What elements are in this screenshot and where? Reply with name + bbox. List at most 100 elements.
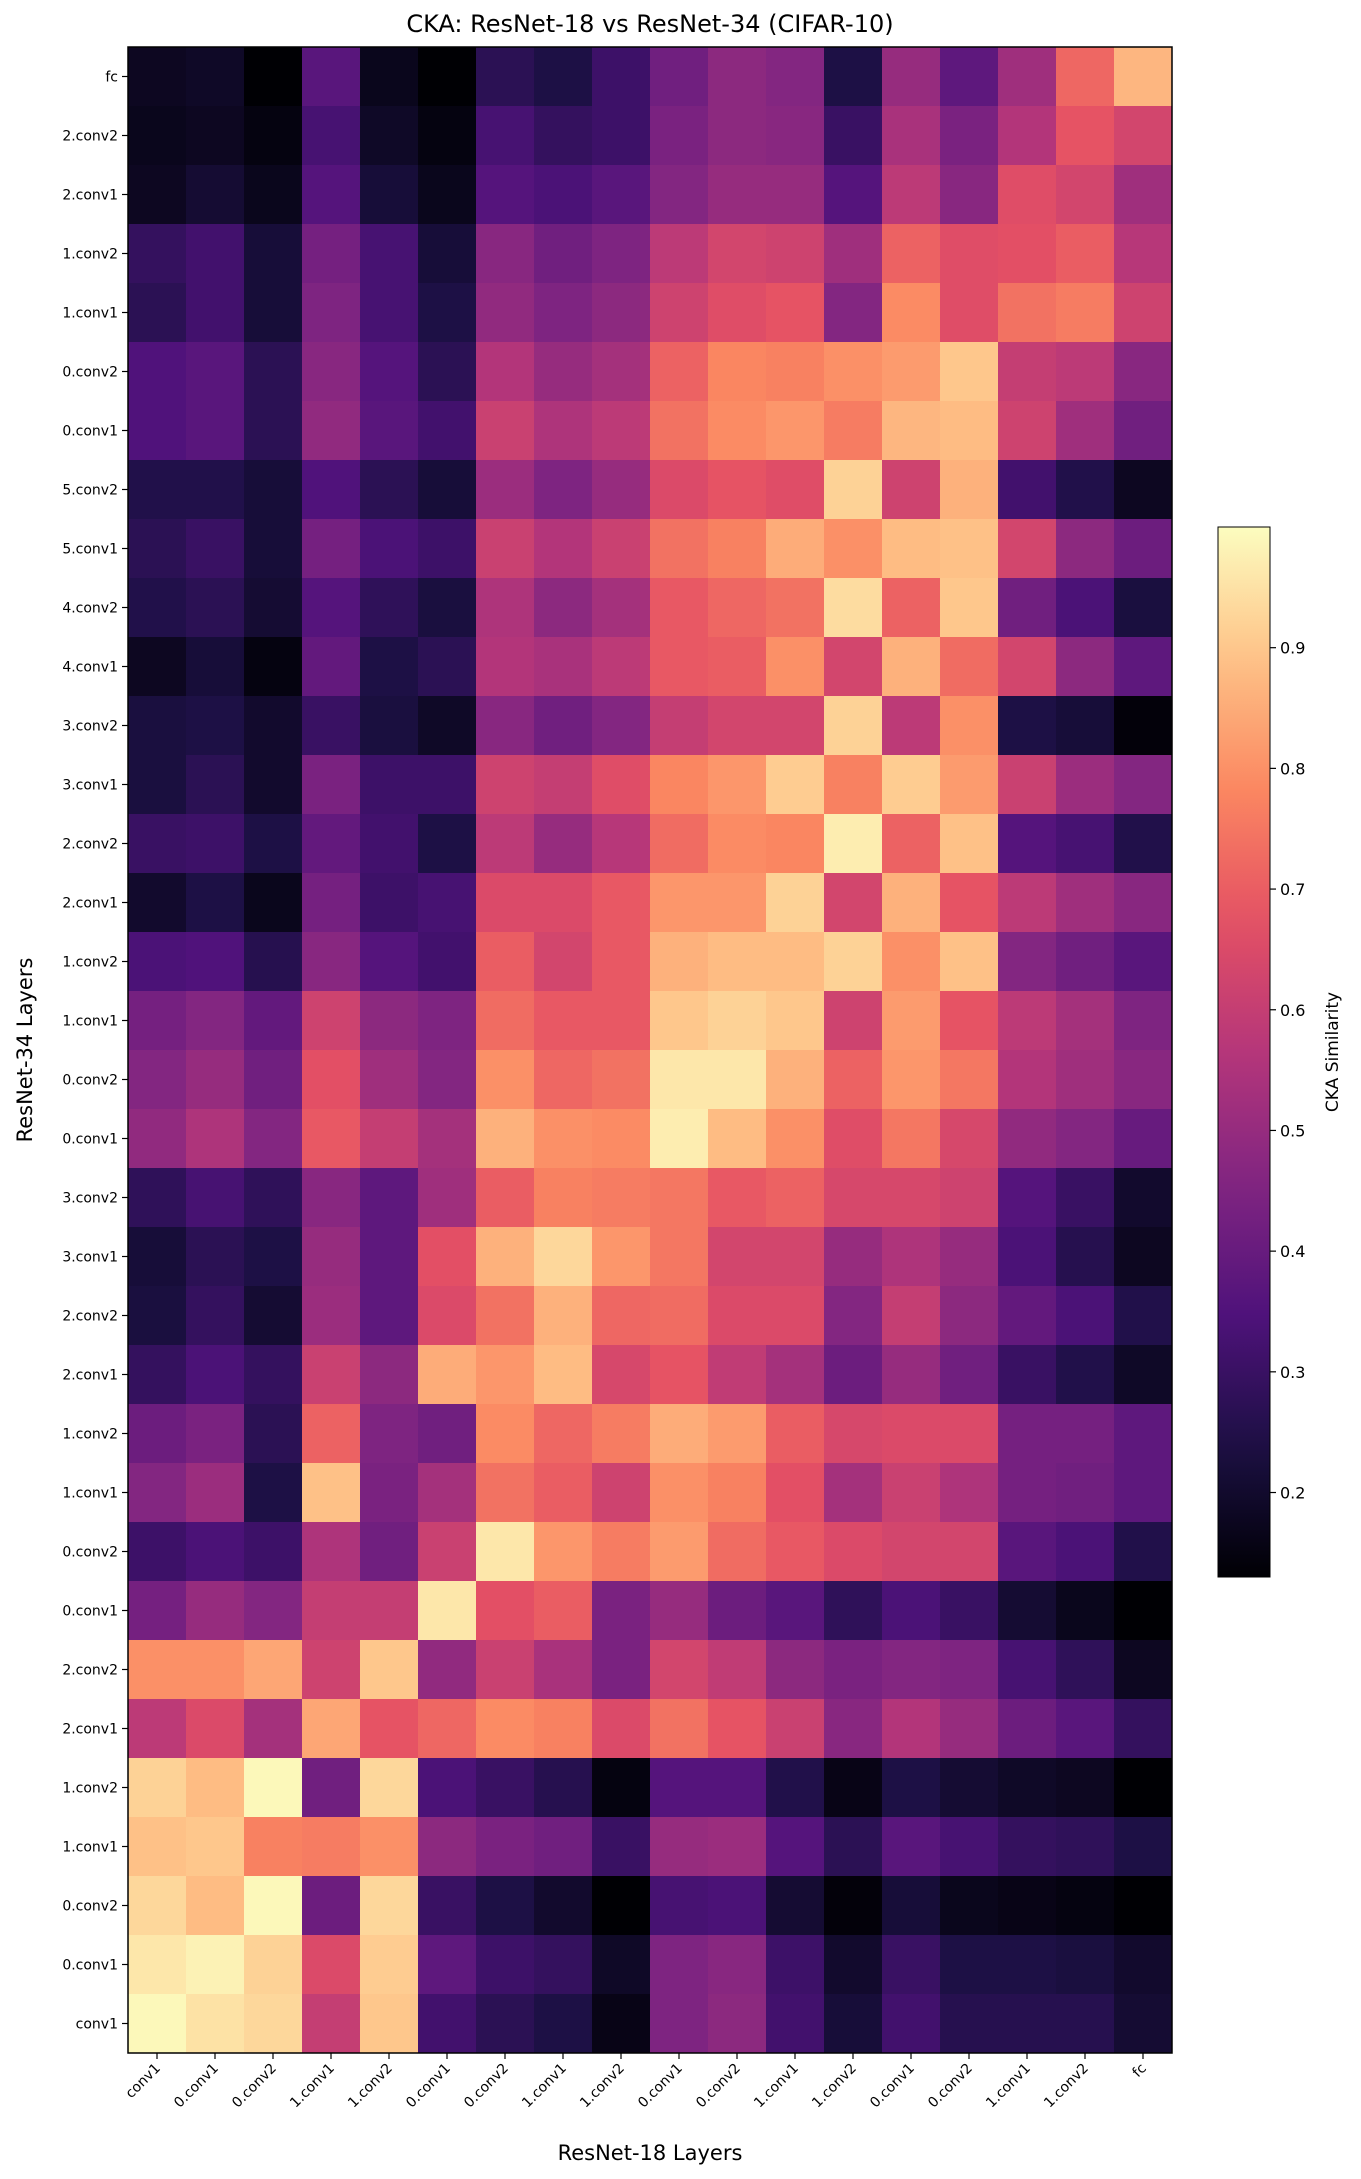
- heatmap-cell: [1056, 1876, 1115, 1936]
- heatmap-cell: [476, 1817, 535, 1877]
- heatmap-cell: [244, 1817, 303, 1877]
- heatmap-cell: [940, 1876, 999, 1936]
- heatmap-cell: [418, 991, 477, 1051]
- heatmap-cell: [302, 814, 361, 874]
- heatmap-cell: [534, 1817, 593, 1877]
- heatmap-cell: [650, 1935, 709, 1995]
- heatmap-cell: [360, 519, 419, 579]
- heatmap-cell: [940, 106, 999, 166]
- heatmap-cell: [476, 1404, 535, 1464]
- colorbar-label: CKA Similarity: [1323, 992, 1343, 1112]
- heatmap-cell: [824, 1994, 883, 2054]
- heatmap-cell: [708, 1050, 767, 1110]
- heatmap-cell: [360, 106, 419, 166]
- heatmap-cell: [186, 1935, 245, 1995]
- heatmap-cell: [998, 932, 1057, 992]
- x-tick-label: 0.conv2: [925, 2061, 976, 2112]
- heatmap-cell: [766, 1286, 825, 1346]
- heatmap-cell: [534, 1404, 593, 1464]
- heatmap-cell: [998, 1522, 1057, 1582]
- heatmap-cell: [882, 755, 941, 815]
- heatmap-cell: [650, 1817, 709, 1877]
- y-tick-label: 2.conv2: [62, 1309, 118, 1325]
- heatmap-cell: [244, 1994, 303, 2054]
- heatmap-cell: [476, 224, 535, 284]
- heatmap-cell: [998, 1345, 1057, 1405]
- heatmap-cell: [128, 519, 187, 579]
- heatmap-cell: [186, 696, 245, 756]
- heatmap-cell: [824, 1109, 883, 1169]
- heatmap-cell: [244, 991, 303, 1051]
- heatmap-cell: [360, 755, 419, 815]
- heatmap-cell: [592, 991, 651, 1051]
- heatmap-cell: [186, 1168, 245, 1228]
- heatmap-cell: [244, 342, 303, 402]
- heatmap-cell: [128, 578, 187, 638]
- heatmap-cell: [882, 578, 941, 638]
- heatmap-cell: [882, 1109, 941, 1169]
- y-tick-label: 3.conv2: [62, 719, 118, 735]
- heatmap-cell: [940, 1404, 999, 1464]
- heatmap-cell: [882, 460, 941, 520]
- heatmap-cell: [650, 1581, 709, 1641]
- heatmap-cell: [882, 47, 941, 107]
- y-tick-label: 1.conv2: [62, 1781, 118, 1797]
- heatmap-cell: [824, 1640, 883, 1700]
- heatmap-cell: [244, 401, 303, 461]
- heatmap-cell: [476, 991, 535, 1051]
- heatmap-cell: [824, 696, 883, 756]
- heatmap-cell: [708, 1522, 767, 1582]
- heatmap-cell: [998, 1817, 1057, 1877]
- heatmap-cell: [1056, 283, 1115, 343]
- heatmap-cell: [708, 47, 767, 107]
- heatmap-cell: [998, 519, 1057, 579]
- heatmap-cell: [940, 1817, 999, 1877]
- heatmap-cell: [998, 1109, 1057, 1169]
- heatmap-cell: [418, 519, 477, 579]
- heatmap-cell: [302, 1581, 361, 1641]
- heatmap-cell: [128, 283, 187, 343]
- heatmap-cell: [476, 1699, 535, 1759]
- heatmap-cell: [302, 47, 361, 107]
- heatmap-cell: [766, 106, 825, 166]
- heatmap-cell: [882, 1345, 941, 1405]
- heatmap-cell: [418, 696, 477, 756]
- y-tick-label: 3.conv1: [62, 1250, 118, 1266]
- heatmap-cell: [592, 342, 651, 402]
- heatmap-cell: [302, 873, 361, 933]
- heatmap-cell: [360, 1817, 419, 1877]
- y-tick-label: 0.conv2: [62, 1899, 118, 1915]
- heatmap-cell: [998, 1050, 1057, 1110]
- heatmap-cell: [418, 637, 477, 697]
- heatmap-cell: [128, 47, 187, 107]
- heatmap-cell: [708, 224, 767, 284]
- heatmap-cell: [360, 342, 419, 402]
- heatmap-cell: [418, 1522, 477, 1582]
- heatmap-cell: [708, 1581, 767, 1641]
- heatmap-cell: [1114, 1522, 1173, 1582]
- heatmap-cell: [650, 873, 709, 933]
- heatmap-cell: [1114, 47, 1173, 107]
- x-tick-label: 1.conv2: [1041, 2061, 1092, 2112]
- heatmap-cell: [128, 1699, 187, 1759]
- heatmap-cell: [186, 47, 245, 107]
- heatmap-cell: [186, 460, 245, 520]
- heatmap-cell: [882, 1817, 941, 1877]
- heatmap-cell: [708, 1876, 767, 1936]
- heatmap-cell: [708, 519, 767, 579]
- heatmap-cell: [708, 1286, 767, 1346]
- heatmap-cell: [940, 1286, 999, 1346]
- heatmap-cell: [476, 401, 535, 461]
- heatmap-cell: [998, 755, 1057, 815]
- heatmap-cell: [128, 814, 187, 874]
- heatmap-cell: [708, 1817, 767, 1877]
- heatmap-cell: [360, 578, 419, 638]
- heatmap-cell: [592, 1581, 651, 1641]
- heatmap-cell: [418, 1876, 477, 1936]
- heatmap-cell: [650, 1994, 709, 2054]
- heatmap-cell: [882, 873, 941, 933]
- heatmap-cell: [186, 1404, 245, 1464]
- heatmap-cell: [940, 1168, 999, 1228]
- heatmap-cell: [998, 1286, 1057, 1346]
- heatmap-cell: [128, 1404, 187, 1464]
